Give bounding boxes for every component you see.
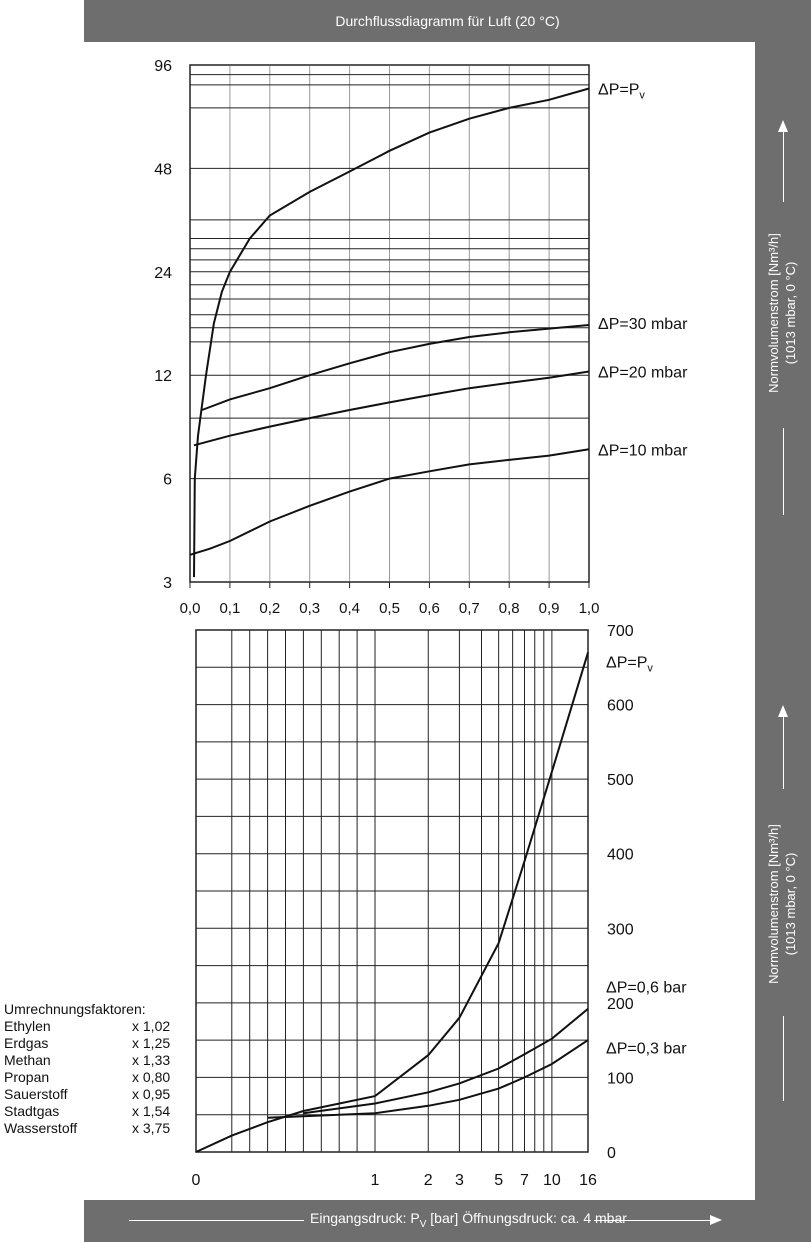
series-line: [267, 1039, 589, 1119]
series-line: [195, 652, 589, 1153]
y-tick-label: 3: [163, 575, 172, 592]
y-tick-label: 12: [154, 368, 172, 385]
factor-gas: Wasserstoff: [4, 1120, 78, 1136]
factor-row: Erdgas x 1,25: [4, 1035, 184, 1052]
arrow-right-icon: [710, 1215, 722, 1225]
factor-gas: Propan: [4, 1069, 50, 1085]
factor-gas: Sauerstoff: [4, 1086, 68, 1102]
series-line: [189, 448, 590, 556]
x-tick-label: 0,7: [459, 600, 480, 617]
series-line: [193, 370, 590, 447]
factor-gas: Erdgas: [4, 1035, 49, 1051]
footer-band: Eingangsdruck: PV [bar] Öffnungsdruck: c…: [84, 1200, 811, 1242]
axis-line-bottom-lower: [783, 1016, 784, 1101]
x-tick-label: 3: [455, 1172, 464, 1189]
series-line: [303, 1008, 589, 1115]
series-label: ΔP=20 mbar: [598, 365, 688, 382]
series-label: ΔP=10 mbar: [598, 442, 688, 459]
factor-row: Wasserstoff x 3,75: [4, 1120, 184, 1137]
factor-row: Stadtgas x 1,54: [4, 1103, 184, 1120]
x-tick-label: 0,5: [379, 600, 400, 617]
y-tick-label: 200: [607, 996, 634, 1013]
x-tick-label: 7: [520, 1172, 529, 1189]
x-tick-label: 5: [494, 1172, 503, 1189]
x-tick-label: 0,6: [419, 600, 440, 617]
axis-line-top-upper: [783, 132, 784, 202]
y-tick-label: 6: [163, 472, 172, 489]
x-tick-label: 2: [424, 1172, 433, 1189]
factor-value: x 3,75: [132, 1120, 171, 1136]
chart-title: Durchflussdiagramm für Luft (20 °C): [335, 13, 560, 29]
series-label: ΔP=30 mbar: [598, 316, 688, 333]
factor-value: x 0,80: [132, 1069, 171, 1085]
series-line: [193, 87, 590, 578]
y-tick-label: 96: [154, 58, 172, 75]
factor-value: x 0,95: [132, 1086, 171, 1102]
factor-row: Ethylen x 1,02: [4, 1018, 184, 1035]
y-tick-label: 100: [607, 1070, 634, 1087]
x-tick-label: 0,1: [219, 600, 240, 617]
series-line: [201, 324, 590, 411]
x-tick-label: 0,8: [499, 600, 520, 617]
arrow-line-right: [594, 1220, 712, 1221]
factor-gas: Ethylen: [4, 1018, 51, 1034]
y-tick-label: 600: [607, 698, 634, 715]
x-tick-label: 0,4: [339, 600, 360, 617]
x-tick-label: 10: [543, 1172, 561, 1189]
factor-value: x 1,02: [132, 1018, 171, 1034]
factor-row: Methan x 1,33: [4, 1052, 184, 1069]
series-label: ΔP=Pv: [598, 82, 645, 102]
factor-gas: Methan: [4, 1052, 51, 1068]
arrow-up-icon: [778, 705, 788, 717]
factor-row: Propan x 0,80: [4, 1069, 184, 1086]
x-tick-label: 0,0: [180, 600, 201, 617]
x-tick-label: 0,3: [299, 600, 320, 617]
conversion-title: Umrechnungsfaktoren:: [4, 1001, 146, 1017]
arrow-up-icon: [778, 120, 788, 132]
x-tick-label: 0,2: [259, 600, 280, 617]
x-tick-label: 0: [192, 1172, 201, 1189]
y-tick-label: 0: [607, 1145, 616, 1162]
x-tick-label: 16: [579, 1172, 597, 1189]
factor-value: x 1,33: [132, 1052, 171, 1068]
factor-row: Sauerstoff x 0,95: [4, 1086, 184, 1103]
factor-value: x 1,25: [132, 1035, 171, 1051]
x-axis-caption: Eingangsdruck: PV [bar] Öffnungsdruck: c…: [310, 1210, 627, 1230]
y-tick-label: 400: [607, 847, 634, 864]
series-label: ΔP=0,3 bar: [606, 1041, 687, 1058]
y-tick-label: 24: [154, 265, 172, 282]
y-tick-label: 48: [154, 161, 172, 178]
factor-gas: Stadtgas: [4, 1103, 60, 1119]
series-label: ΔP=0,6 bar: [606, 979, 687, 996]
axis-line-bottom-upper: [783, 717, 784, 789]
series-label: ΔP=Pv: [606, 654, 653, 674]
y-tick-label: 500: [607, 772, 634, 789]
conversion-factors: Umrechnungsfaktoren: Ethylen x 1,02 Erdgas…: [4, 1001, 184, 1137]
x-tick-label: 1: [371, 1172, 380, 1189]
y-tick-label: 700: [607, 623, 634, 640]
y-tick-label: 300: [607, 921, 634, 938]
x-tick-label: 1,0: [579, 600, 600, 617]
axis-line-top-lower: [783, 428, 784, 515]
x-tick-label: 0,9: [539, 600, 560, 617]
header-band: Durchflussdiagramm für Luft (20 °C): [84, 0, 811, 42]
factor-value: x 1,54: [132, 1103, 171, 1119]
arrow-line-left: [129, 1220, 304, 1221]
